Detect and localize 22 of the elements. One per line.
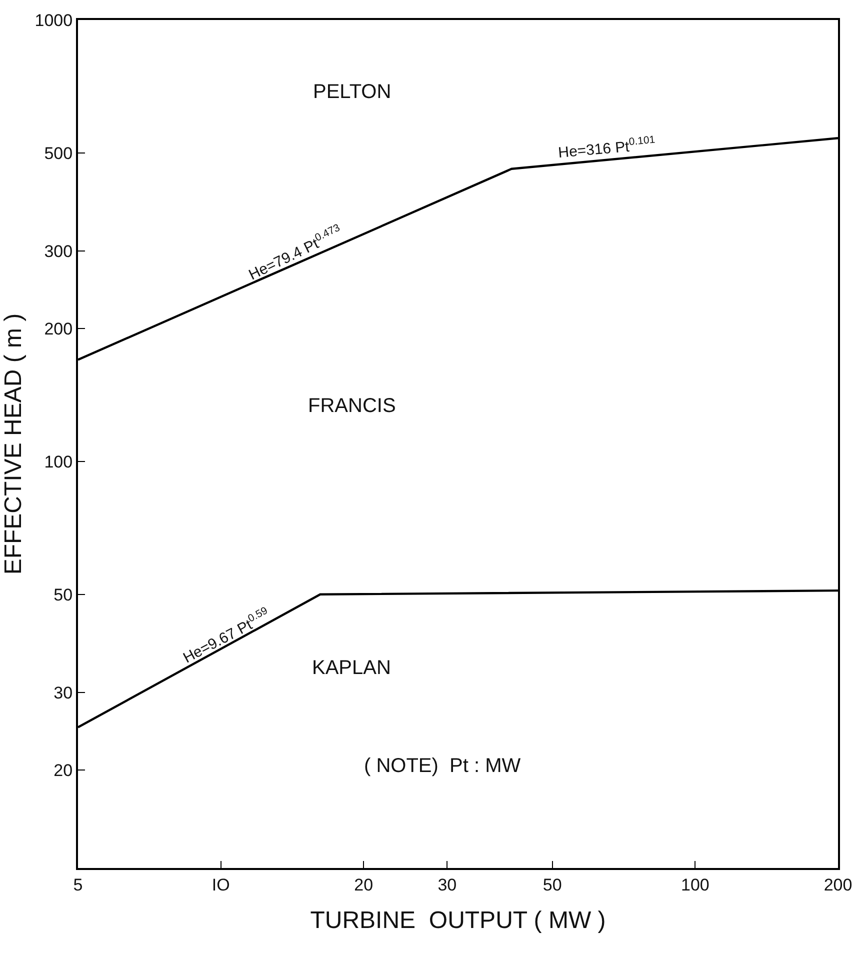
x-tick-label: 50 xyxy=(542,875,562,894)
y-tick-label: 30 xyxy=(54,683,73,702)
y-axis-title: EFFECTIVE HEAD ( m ) xyxy=(0,313,27,575)
y-tick-label: 300 xyxy=(44,242,73,261)
x-tick-label: 20 xyxy=(354,875,374,894)
x-tick-label: 5 xyxy=(73,875,83,894)
y-tick-label: 1000 xyxy=(34,10,73,30)
y-tick-label: 50 xyxy=(54,585,73,604)
annotation: KAPLAN xyxy=(312,657,391,679)
annotation: ( NOTE) Pt : MW xyxy=(364,755,521,777)
y-tick-label: 500 xyxy=(44,144,73,163)
annotation: PELTON xyxy=(313,81,392,103)
x-tick-label: 30 xyxy=(438,875,457,894)
y-tick-label: 200 xyxy=(44,320,73,339)
x-tick-label: IO xyxy=(212,875,230,894)
x-tick-label: 100 xyxy=(681,875,710,894)
y-tick-label: 100 xyxy=(44,452,73,472)
x-tick-label: 200 xyxy=(824,875,852,894)
annotation: He=316 Pt$^{0.101}$ xyxy=(557,134,656,162)
annotation: FRANCIS xyxy=(308,395,396,417)
x-axis-title: TURBINE OUTPUT ( MW ) xyxy=(310,907,606,934)
y-tick-label: 20 xyxy=(54,761,73,780)
